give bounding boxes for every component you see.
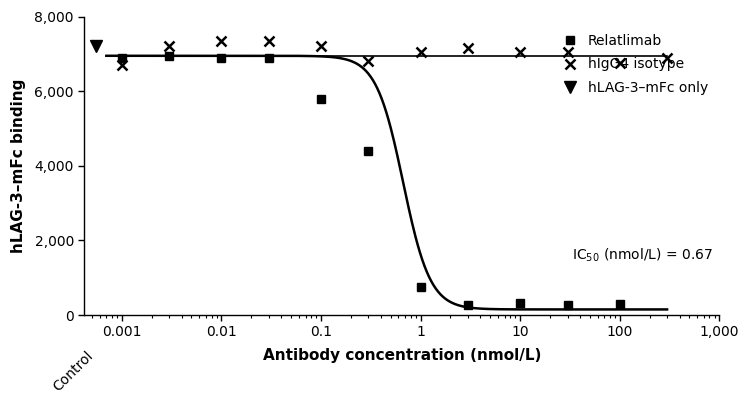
Text: IC$_{50}$ (nmol/L) = 0.67: IC$_{50}$ (nmol/L) = 0.67: [572, 247, 712, 264]
Relatlimab: [316, 96, 326, 101]
Y-axis label: hLAG-3–mFc binding: hLAG-3–mFc binding: [11, 79, 26, 253]
Relatlimab: [265, 56, 274, 61]
Relatlimab: [615, 301, 624, 306]
hIgG4 isotype: [416, 50, 425, 55]
Relatlimab: [563, 302, 572, 307]
Relatlimab: [217, 55, 226, 60]
Relatlimab: [165, 53, 174, 58]
Relatlimab: [364, 149, 373, 153]
X-axis label: Antibody concentration (nmol/L): Antibody concentration (nmol/L): [262, 348, 541, 363]
Line: hIgG4 isotype: hIgG4 isotype: [117, 36, 672, 70]
hIgG4 isotype: [165, 44, 174, 49]
Text: Control: Control: [50, 348, 96, 394]
hIgG4 isotype: [464, 46, 472, 51]
hIgG4 isotype: [662, 55, 671, 60]
Relatlimab: [515, 301, 524, 305]
hIgG4 isotype: [563, 50, 572, 55]
hIgG4 isotype: [364, 59, 373, 64]
hIgG4 isotype: [515, 50, 524, 55]
hIgG4 isotype: [316, 44, 326, 49]
hIgG4 isotype: [217, 38, 226, 43]
hIgG4 isotype: [265, 38, 274, 43]
Legend: Relatlimab, hIgG4 isotype, hLAG-3–mFc only: Relatlimab, hIgG4 isotype, hLAG-3–mFc on…: [556, 30, 712, 99]
Relatlimab: [464, 302, 472, 307]
Relatlimab: [416, 285, 425, 290]
hIgG4 isotype: [615, 61, 624, 66]
Line: Relatlimab: Relatlimab: [118, 51, 624, 309]
Relatlimab: [117, 55, 126, 60]
hIgG4 isotype: [117, 63, 126, 68]
